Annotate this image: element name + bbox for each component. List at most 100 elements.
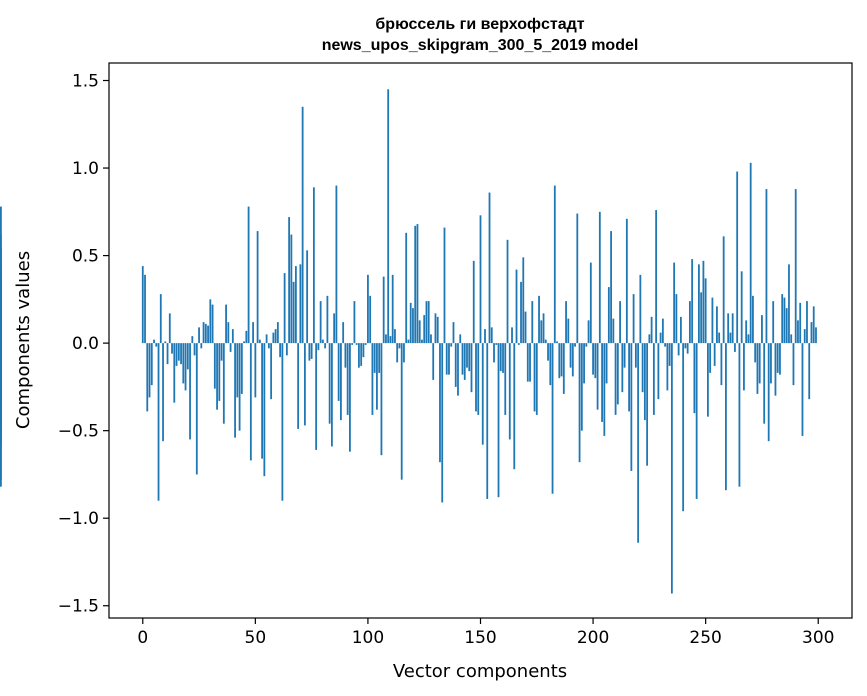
bar — [619, 301, 621, 344]
bar — [684, 343, 687, 349]
bar — [682, 343, 685, 512]
bar — [207, 325, 209, 344]
bar — [222, 343, 225, 424]
bar — [650, 316, 653, 344]
bar — [576, 213, 579, 344]
chart-title: брюссель ги верхофстадт — [375, 16, 584, 33]
bar — [351, 343, 354, 345]
bar — [418, 320, 421, 344]
bar — [396, 343, 399, 363]
bar — [369, 295, 372, 344]
bar — [711, 297, 714, 344]
bar — [729, 332, 732, 344]
bar — [448, 343, 450, 375]
bar — [184, 343, 187, 391]
bar — [252, 322, 254, 344]
bar — [749, 162, 752, 344]
bar — [479, 215, 482, 344]
bar — [353, 301, 356, 344]
bar — [540, 320, 543, 344]
bar — [209, 299, 212, 344]
bar — [245, 330, 248, 344]
bar — [274, 329, 277, 344]
bar — [616, 343, 619, 405]
bar — [319, 301, 322, 344]
bar — [659, 332, 662, 344]
bar — [225, 304, 227, 344]
bar — [743, 343, 745, 391]
bar — [558, 343, 561, 379]
bar — [164, 341, 167, 344]
bar — [243, 341, 245, 344]
bar — [256, 231, 259, 344]
bar — [799, 302, 802, 344]
bar — [734, 343, 736, 352]
bar — [740, 271, 743, 344]
bar — [283, 273, 286, 344]
bar — [182, 343, 185, 384]
bar — [567, 318, 570, 344]
bar — [173, 343, 176, 403]
bar — [725, 343, 727, 491]
bar — [272, 332, 275, 344]
x-tick-label: 300 — [802, 628, 834, 648]
bar — [508, 343, 511, 440]
bar — [488, 192, 491, 344]
bar — [517, 343, 520, 345]
bar — [547, 343, 549, 361]
bar — [810, 322, 813, 344]
x-tick-label: 50 — [245, 628, 267, 648]
bar — [770, 343, 772, 384]
y-tick-label: 1.5 — [72, 72, 99, 92]
bar — [502, 343, 504, 373]
bar — [200, 343, 203, 349]
bar — [362, 343, 365, 358]
bar — [148, 343, 151, 398]
bar — [254, 343, 257, 398]
bar — [421, 339, 423, 344]
bar — [189, 343, 191, 440]
bar — [722, 236, 725, 344]
bar — [511, 327, 513, 344]
bar — [328, 343, 331, 424]
bar — [0, 234, 2, 344]
bar — [716, 306, 718, 344]
bar — [344, 343, 347, 368]
bar — [238, 343, 241, 431]
bar — [812, 306, 815, 344]
bar — [303, 343, 306, 426]
bar — [612, 318, 615, 344]
bar — [607, 287, 610, 344]
bar — [772, 301, 775, 344]
bar — [783, 297, 786, 344]
bar — [454, 343, 457, 387]
bar — [346, 343, 349, 415]
bar — [578, 343, 581, 463]
bar — [144, 274, 146, 344]
bar — [276, 322, 279, 344]
bar — [445, 343, 448, 375]
bar — [466, 343, 468, 368]
bar — [679, 316, 682, 344]
bar — [698, 264, 700, 344]
bar — [171, 343, 173, 354]
bar — [389, 336, 392, 344]
x-tick-label: 250 — [689, 628, 721, 648]
bar — [605, 343, 608, 384]
bar — [340, 343, 342, 421]
bar — [367, 274, 369, 344]
bar — [788, 264, 790, 344]
bar — [499, 343, 502, 372]
bar — [409, 302, 412, 344]
bar — [675, 294, 678, 344]
bar — [472, 260, 475, 344]
bar — [407, 339, 410, 344]
bar — [720, 343, 723, 386]
bar — [457, 343, 459, 396]
bar — [141, 266, 144, 344]
y-tick-label: 1.0 — [72, 159, 99, 179]
bar — [312, 187, 315, 344]
bar — [623, 343, 626, 368]
bar — [565, 301, 567, 344]
bar — [443, 227, 446, 344]
